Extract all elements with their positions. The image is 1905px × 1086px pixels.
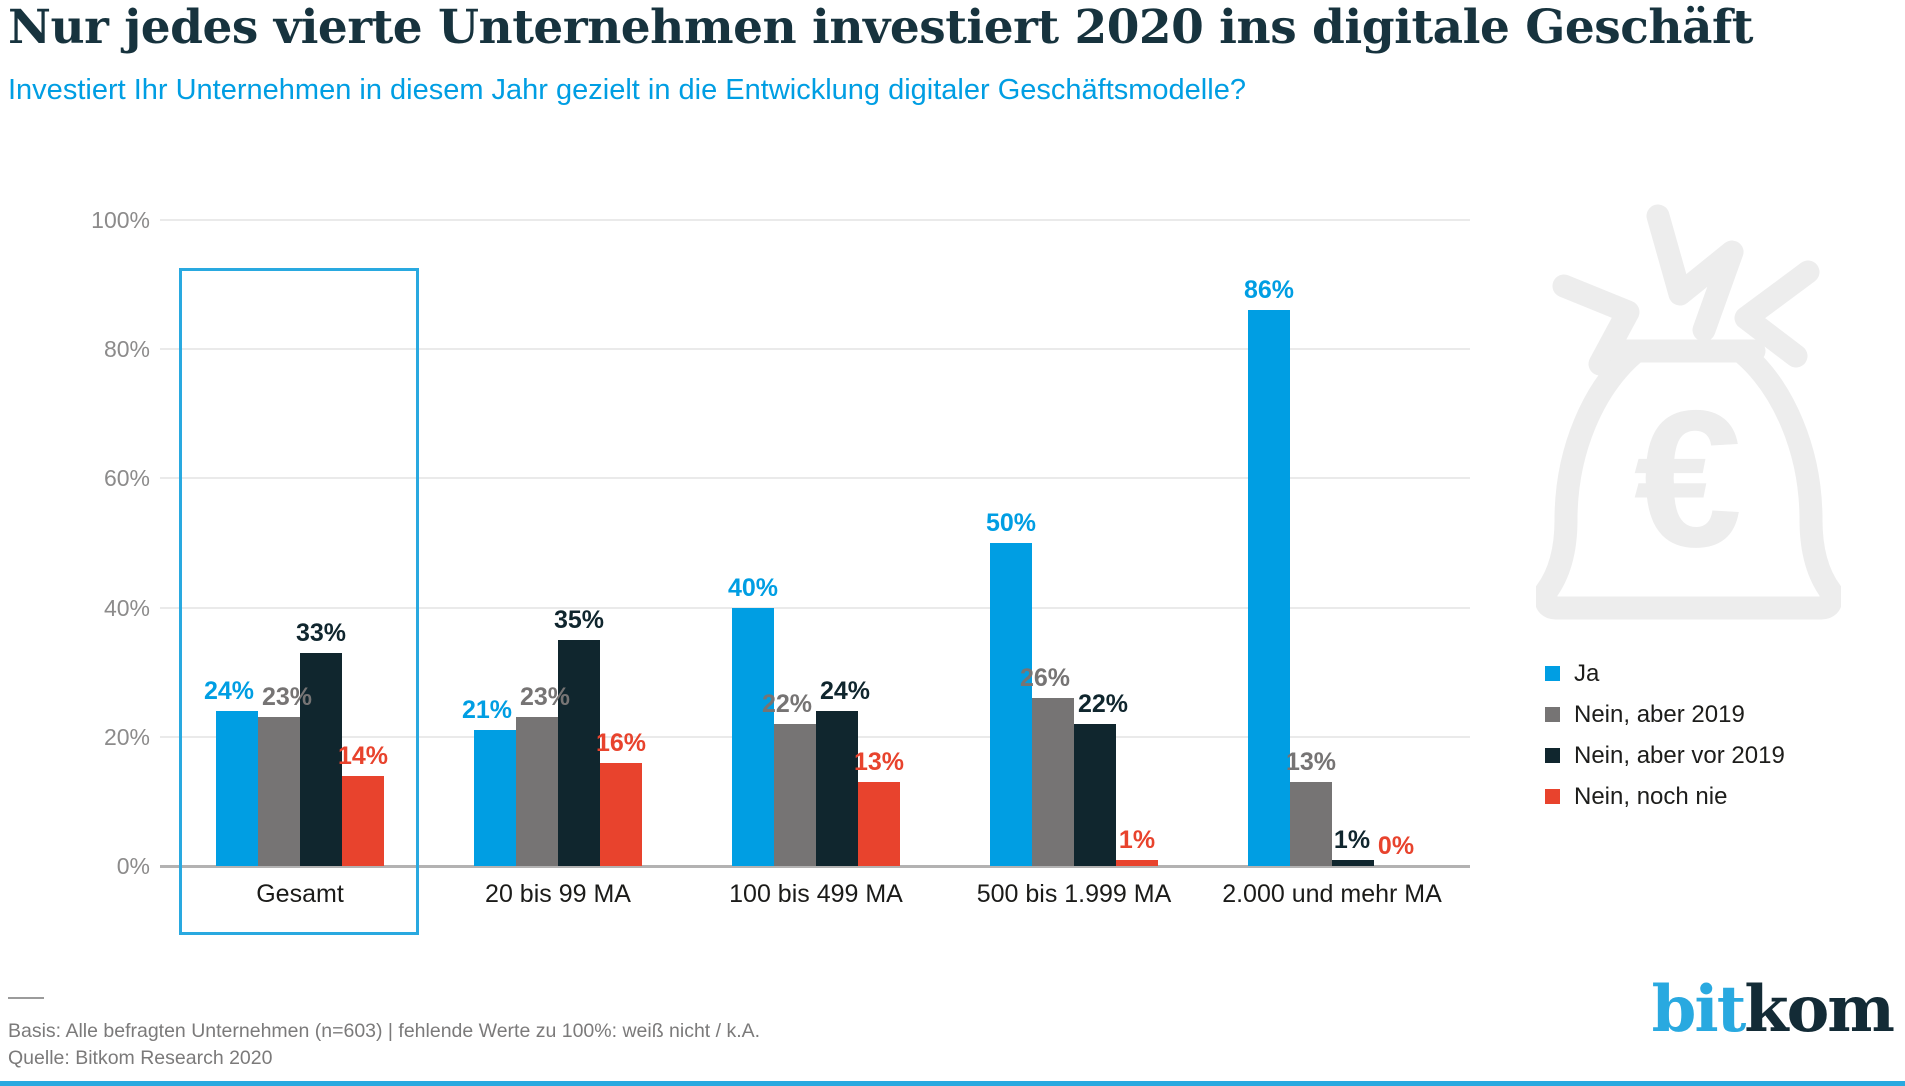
- legend-label-nein-aber-2019: Nein, aber 2019: [1574, 701, 1745, 728]
- value-label-20-bis-99-ma-nein-aber-vor-2019: 35%: [553, 606, 605, 634]
- category-label-20-bis-99-ma: 20 bis 99 MA: [485, 880, 631, 908]
- bar-100-bis-499-ma-nein-aber-2019: [774, 724, 816, 866]
- bar-20-bis-99-ma-nein-noch-nie: [600, 763, 642, 866]
- gridline-80: [160, 348, 1470, 351]
- legend-item-nein-aber-vor-2019: Nein, aber vor 2019: [1545, 742, 1785, 769]
- value-label-2-000-und-mehr-ma-nein-aber-2019: 13%: [1285, 748, 1337, 776]
- gridline-60: [160, 477, 1470, 480]
- page-title: Nur jedes vierte Unternehmen investiert …: [8, 0, 1753, 55]
- legend-item-nein-noch-nie: Nein, noch nie: [1545, 783, 1785, 810]
- source-note: Quelle: Bitkom Research 2020: [8, 1047, 273, 1069]
- gesamt-highlight-box: [179, 268, 419, 935]
- value-label-500-bis-1-999-ma-nein-noch-nie: 1%: [1118, 826, 1156, 854]
- bar-20-bis-99-ma-nein-aber-vor-2019: [558, 640, 600, 866]
- value-label-100-bis-499-ma-ja: 40%: [727, 574, 779, 602]
- legend-label-nein-noch-nie: Nein, noch nie: [1574, 783, 1728, 810]
- value-label-500-bis-1-999-ma-ja: 50%: [985, 509, 1037, 537]
- bar-20-bis-99-ma-nein-aber-2019: [516, 717, 558, 866]
- value-label-gesamt-nein-aber-2019: 23%: [261, 683, 313, 711]
- value-label-2-000-und-mehr-ma-nein-aber-vor-2019: 1%: [1333, 826, 1371, 854]
- x-axis-baseline: [160, 865, 1470, 868]
- value-label-20-bis-99-ma-nein-noch-nie: 16%: [595, 729, 647, 757]
- legend-label-nein-aber-vor-2019: Nein, aber vor 2019: [1574, 742, 1785, 769]
- category-label-500-bis-1-999-ma: 500 bis 1.999 MA: [976, 880, 1172, 908]
- value-label-100-bis-499-ma-nein-noch-nie: 13%: [853, 748, 905, 776]
- y-axis-tick-label-0: 0%: [116, 853, 150, 879]
- value-label-100-bis-499-ma-nein-aber-2019: 22%: [761, 690, 813, 718]
- bar-500-bis-1-999-ma-ja: [990, 543, 1032, 866]
- value-label-500-bis-1-999-ma-nein-aber-vor-2019: 22%: [1077, 690, 1129, 718]
- legend-item-nein-aber-2019: Nein, aber 2019: [1545, 701, 1785, 728]
- y-axis-tick-label-100: 100%: [91, 207, 150, 233]
- value-label-20-bis-99-ma-nein-aber-2019: 23%: [519, 683, 571, 711]
- category-label-100-bis-499-ma: 100 bis 499 MA: [729, 880, 903, 908]
- value-label-gesamt-nein-noch-nie: 14%: [337, 742, 389, 770]
- bitkom-logo: bitkom: [1652, 978, 1895, 1042]
- bar-2-000-und-mehr-ma-ja: [1248, 310, 1290, 866]
- bar-500-bis-1-999-ma-nein-aber-vor-2019: [1074, 724, 1116, 866]
- value-label-2-000-und-mehr-ma-ja: 86%: [1243, 276, 1295, 304]
- bar-20-bis-99-ma-ja: [474, 730, 516, 866]
- bar-2-000-und-mehr-ma-nein-aber-2019: [1290, 782, 1332, 866]
- y-axis-tick-label-80: 80%: [103, 336, 150, 363]
- legend-swatch-ja: [1545, 666, 1560, 681]
- gridline-40: [160, 606, 1470, 609]
- chart-legend: Ja Nein, aber 2019 Nein, aber vor 2019 Nein…: [1545, 660, 1785, 824]
- y-axis-tick-label-20: 20%: [103, 723, 150, 750]
- bar-500-bis-1-999-ma-nein-noch-nie: [1116, 860, 1158, 866]
- bar-500-bis-1-999-ma-nein-aber-2019: [1032, 698, 1074, 866]
- gridline-100: [160, 219, 1470, 221]
- value-label-2-000-und-mehr-ma-nein-noch-nie: 0%: [1377, 832, 1415, 860]
- category-label-gesamt: Gesamt: [256, 880, 344, 908]
- legend-swatch-nein-noch-nie: [1545, 789, 1560, 804]
- euro-symbol: €: [1634, 370, 1742, 588]
- bar-100-bis-499-ma-nein-noch-nie: [858, 782, 900, 866]
- legend-swatch-nein-aber-2019: [1545, 707, 1560, 722]
- bitkom-logo-bit: bit: [1651, 972, 1747, 1047]
- bar-100-bis-499-ma-nein-aber-vor-2019: [816, 711, 858, 866]
- legend-swatch-nein-aber-vor-2019: [1545, 748, 1560, 763]
- bottom-accent-stripe: [0, 1081, 1905, 1086]
- bar-gesamt-nein-aber-vor-2019: [300, 653, 342, 866]
- value-label-gesamt-ja: 24%: [203, 677, 255, 705]
- category-label-2-000-und-mehr-ma: 2.000 und mehr MA: [1222, 880, 1442, 908]
- value-label-20-bis-99-ma-ja: 21%: [461, 696, 513, 724]
- bar-2-000-und-mehr-ma-nein-aber-vor-2019: [1332, 860, 1374, 866]
- bitkom-logo-kom: kom: [1744, 972, 1895, 1047]
- bar-gesamt-nein-aber-2019: [258, 717, 300, 866]
- bar-100-bis-499-ma-ja: [732, 608, 774, 866]
- y-axis-tick-label-60: 60%: [103, 465, 150, 492]
- y-axis-tick-label-40: 40%: [103, 594, 150, 621]
- legend-label-ja: Ja: [1574, 660, 1600, 687]
- bar-gesamt-ja: [216, 711, 258, 866]
- value-label-gesamt-nein-aber-vor-2019: 33%: [295, 619, 347, 647]
- bar-gesamt-nein-noch-nie: [342, 776, 384, 866]
- survey-question: Investiert Ihr Unternehmen in diesem Jah…: [8, 74, 1246, 106]
- footer-divider: [8, 997, 44, 999]
- money-bag-euro-icon: €: [1536, 204, 1841, 620]
- basis-note: Basis: Alle befragten Unternehmen (n=603…: [8, 1020, 761, 1042]
- value-label-500-bis-1-999-ma-nein-aber-2019: 26%: [1019, 664, 1071, 692]
- legend-item-ja: Ja: [1545, 660, 1785, 687]
- value-label-100-bis-499-ma-nein-aber-vor-2019: 24%: [819, 677, 871, 705]
